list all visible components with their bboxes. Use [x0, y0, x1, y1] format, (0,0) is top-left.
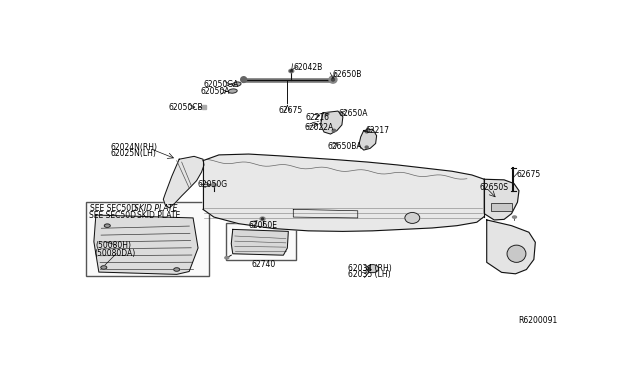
Text: 62675: 62675: [516, 170, 541, 179]
Text: 62740: 62740: [252, 260, 276, 269]
Polygon shape: [321, 111, 343, 134]
Text: 62050E: 62050E: [249, 221, 278, 230]
Text: R6200091: R6200091: [518, 316, 557, 325]
Text: 62034 (RH): 62034 (RH): [348, 264, 392, 273]
Polygon shape: [94, 215, 198, 275]
Ellipse shape: [241, 77, 246, 83]
Text: 62216: 62216: [306, 113, 330, 122]
Polygon shape: [163, 156, 204, 208]
Polygon shape: [231, 230, 288, 255]
Ellipse shape: [260, 217, 265, 221]
Text: 62025N(LH): 62025N(LH): [111, 149, 157, 158]
Text: 62050CB: 62050CB: [168, 103, 203, 112]
Ellipse shape: [513, 216, 516, 218]
Text: 62042B: 62042B: [293, 63, 323, 72]
Ellipse shape: [262, 218, 264, 219]
Text: SEE SEC50D: SEE SEC50D: [89, 211, 136, 219]
Text: SKID PLATE: SKID PLATE: [137, 211, 180, 219]
Bar: [491, 203, 511, 211]
Text: 62035 (LH): 62035 (LH): [348, 270, 390, 279]
Ellipse shape: [365, 146, 368, 148]
Text: (50080H): (50080H): [95, 241, 131, 250]
Ellipse shape: [211, 183, 216, 187]
Ellipse shape: [507, 245, 526, 262]
Ellipse shape: [225, 257, 229, 259]
Ellipse shape: [173, 268, 180, 271]
Text: 62650BA: 62650BA: [328, 142, 363, 151]
Ellipse shape: [232, 82, 241, 86]
Text: 62217: 62217: [365, 126, 389, 135]
Bar: [86, 202, 209, 276]
Ellipse shape: [365, 131, 368, 133]
Ellipse shape: [228, 89, 237, 93]
Ellipse shape: [367, 264, 379, 273]
Bar: [227, 223, 296, 260]
Text: (50080DA): (50080DA): [94, 249, 135, 258]
Text: 62650S: 62650S: [479, 183, 508, 192]
Text: 62050A: 62050A: [200, 87, 230, 96]
Ellipse shape: [329, 76, 337, 83]
Text: 62050G: 62050G: [198, 180, 228, 189]
Text: SKID PLATE: SKID PLATE: [134, 204, 177, 213]
Ellipse shape: [289, 69, 294, 73]
Polygon shape: [203, 154, 484, 231]
Ellipse shape: [332, 78, 335, 81]
Text: 62650B: 62650B: [333, 70, 362, 79]
Text: SEE SEC50D: SEE SEC50D: [90, 204, 137, 213]
Text: 62650A: 62650A: [339, 109, 369, 118]
Ellipse shape: [332, 129, 336, 132]
Text: 62050GA: 62050GA: [203, 80, 238, 89]
Ellipse shape: [101, 266, 107, 269]
Polygon shape: [359, 129, 376, 150]
Ellipse shape: [290, 70, 292, 72]
Text: 62024N(RH): 62024N(RH): [111, 143, 157, 152]
Polygon shape: [484, 179, 519, 220]
Polygon shape: [486, 220, 535, 274]
Ellipse shape: [405, 212, 420, 223]
Text: 62022A: 62022A: [304, 123, 333, 132]
Text: 62675: 62675: [278, 106, 303, 115]
Ellipse shape: [104, 224, 110, 227]
Ellipse shape: [325, 113, 329, 115]
